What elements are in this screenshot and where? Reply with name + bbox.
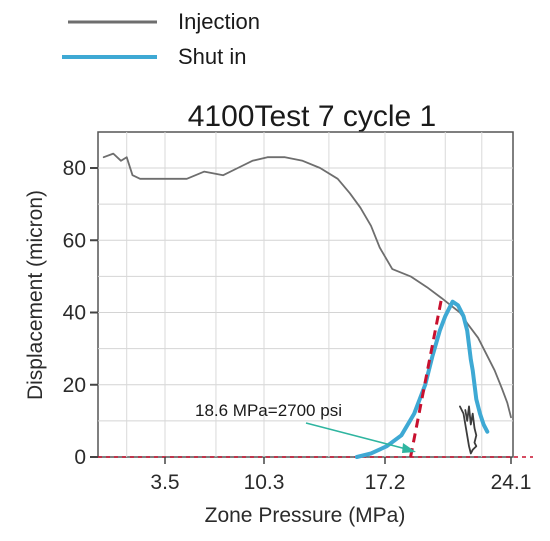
- y-tick-label: 60: [63, 229, 86, 252]
- legend: Injection Shut in: [62, 9, 260, 69]
- series-layer: [98, 152, 533, 459]
- annotation-text: 18.6 MPa=2700 psi: [195, 401, 342, 420]
- x-tick-label: 10.3: [244, 471, 285, 494]
- injection-tail-line: [459, 405, 478, 455]
- shut-in-line: [354, 299, 490, 459]
- y-tick-label: 80: [63, 157, 86, 180]
- grid-layer: [98, 132, 513, 457]
- x-tick-label: 24.1: [491, 471, 532, 494]
- y-axis-title: Displacement (micron): [24, 190, 47, 400]
- y-ticks: 0 20 40 60 80: [63, 157, 98, 469]
- annotation-arrowhead: [402, 443, 416, 453]
- x-axis-title: Zone Pressure (MPa): [205, 504, 406, 527]
- legend-label-shut-in: Shut in: [178, 44, 247, 69]
- x-tick-label: 3.5: [150, 471, 179, 494]
- x-tick-label: 17.2: [365, 471, 406, 494]
- legend-label-injection: Injection: [178, 9, 260, 34]
- y-tick-label: 40: [63, 302, 86, 325]
- chart-title: 4100Test 7 cycle 1: [188, 100, 436, 133]
- y-tick-label: 0: [74, 446, 86, 469]
- x-ticks: 3.5 10.3 17.2 24.1: [150, 457, 531, 494]
- y-tick-label: 20: [63, 374, 86, 397]
- fit-line: [409, 297, 444, 458]
- injection-line: [102, 152, 512, 419]
- annotation-arrow: [305, 422, 411, 451]
- annotation: 18.6 MPa=2700 psi: [195, 401, 416, 453]
- plot-frame: [97, 131, 514, 458]
